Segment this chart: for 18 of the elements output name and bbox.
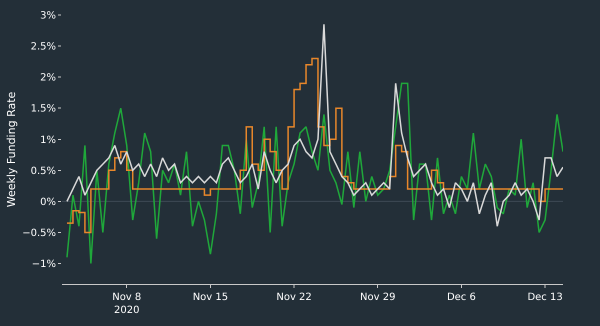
y-tick-label: 0.5%: [30, 166, 56, 177]
y-tick-label: 3%: [40, 10, 56, 22]
x-tick-label: Dec 6: [446, 292, 476, 303]
x-tick-label: Nov 8 2020: [112, 292, 142, 316]
y-tick-label: −1%: [32, 259, 56, 270]
line-series: [66, 24, 563, 227]
y-tick-label: 2.5%: [30, 42, 56, 53]
x-tick-label: Dec 13: [527, 292, 563, 303]
y-tick-label: −0.5%: [22, 228, 56, 239]
x-tick-label: Nov 29: [360, 292, 396, 303]
y-tick-label: 2%: [40, 72, 56, 84]
x-tick-label: Nov 22: [276, 292, 312, 303]
y-tick-label: 1%: [40, 134, 56, 146]
line-series: [66, 82, 563, 264]
y-tick-label: 1.5%: [30, 104, 56, 115]
x-tick-label: Nov 15: [192, 292, 228, 303]
y-axis-title: Weekly Funding Rate: [4, 91, 18, 208]
y-tick-label: 0%: [40, 196, 56, 208]
